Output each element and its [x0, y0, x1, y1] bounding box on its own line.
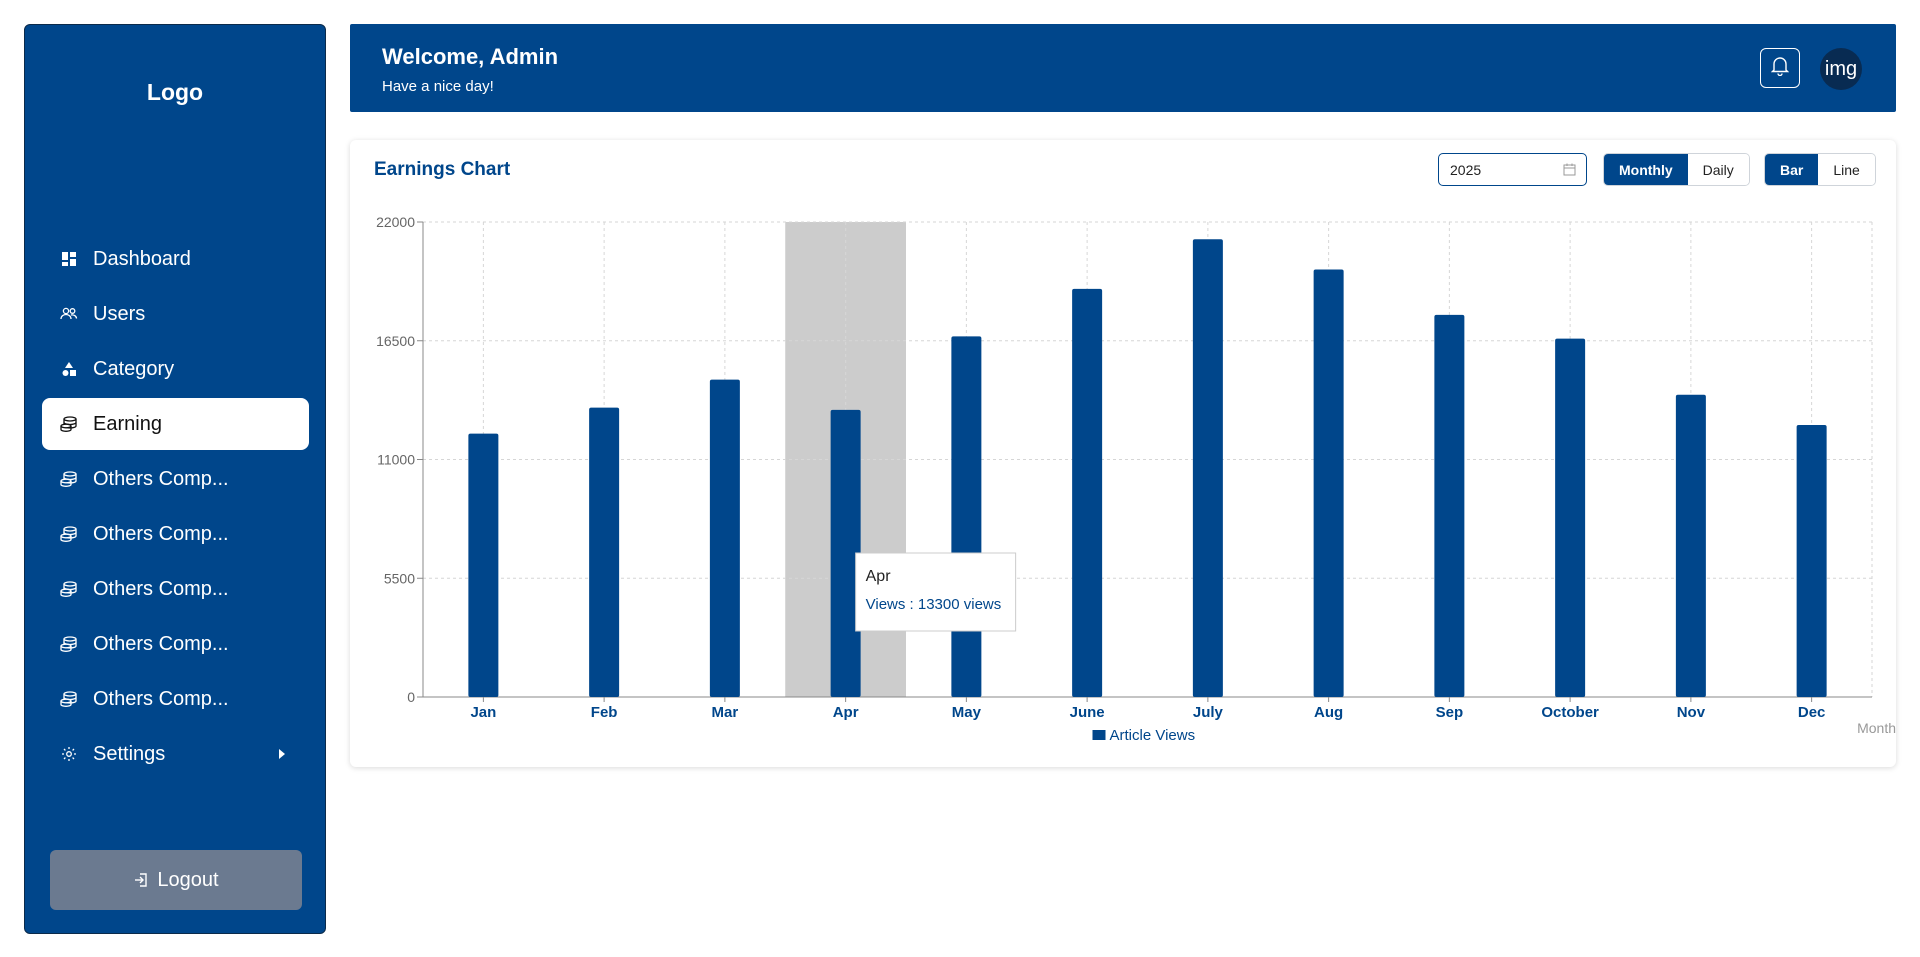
year-value: 2025: [1450, 161, 1482, 178]
avatar[interactable]: img: [1820, 48, 1862, 90]
chart-type-bar-button[interactable]: Bar: [1765, 154, 1819, 185]
tooltip-box: [855, 552, 1017, 632]
sidebar-item-dashboard[interactable]: Dashboard: [42, 233, 309, 285]
users-icon: [59, 304, 79, 324]
sidebar-item-label: Others Comp...: [93, 467, 229, 490]
chart-legend: Article Views: [1092, 727, 1196, 744]
coins-icon: [59, 469, 79, 489]
caret-right-icon: [279, 749, 285, 759]
chart-type-toggle: Bar Line: [1764, 153, 1876, 186]
x-tick-label: Nov: [1677, 704, 1706, 721]
sidebar-nav: Dashboard Users Category Earning Others Comp…: [42, 233, 309, 783]
period-toggle: Monthly Daily: [1603, 153, 1750, 186]
sidebar-item-others-comp-7[interactable]: Others Comp...: [42, 618, 309, 670]
sidebar-item-label: Others Comp...: [93, 522, 229, 545]
sidebar-item-label: Others Comp...: [93, 577, 229, 600]
x-tick-label: May: [952, 704, 982, 721]
y-tick-label: 11000: [377, 452, 415, 468]
sidebar-item-label: Users: [93, 302, 146, 325]
x-tick-label: Feb: [591, 704, 618, 721]
sidebar-item-others-comp-6[interactable]: Others Comp...: [42, 563, 309, 615]
period-daily-button[interactable]: Daily: [1687, 154, 1749, 185]
earnings-card: Earnings Chart 2025 Monthly Daily Bar Li…: [350, 140, 1896, 767]
bar-may: [951, 336, 982, 697]
chart-tooltip: Apr Views : 13300 views: [855, 552, 1017, 632]
bar-october: [1555, 338, 1586, 697]
sidebar-item-users[interactable]: Users: [42, 288, 309, 340]
sidebar-item-category[interactable]: Category: [42, 343, 309, 395]
legend-label: Article Views: [1110, 727, 1196, 744]
notifications-button[interactable]: [1760, 48, 1800, 88]
sidebar-item-label: Category: [93, 357, 175, 380]
legend-swatch: [1092, 730, 1106, 740]
sidebar-item-label: Settings: [93, 742, 166, 765]
sidebar-item-earning[interactable]: Earning: [42, 398, 309, 450]
year-picker[interactable]: 2025: [1438, 153, 1587, 186]
bar-sep: [1434, 314, 1465, 697]
bar-july: [1192, 239, 1223, 697]
coins-icon: [59, 579, 79, 599]
x-tick-label: Dec: [1798, 704, 1826, 721]
coins-icon: [59, 634, 79, 654]
bell-icon: [1770, 56, 1790, 81]
earnings-bar-chart: 0 5500 11000 16500 22000 Jan Feb Mar Apr May June J…: [376, 214, 1896, 744]
x-tick-label: June: [1070, 704, 1105, 721]
bar-nov: [1675, 394, 1706, 697]
sidebar-item-label: Dashboard: [93, 247, 191, 270]
x-tick-label: Apr: [833, 704, 859, 721]
chart-title: Earnings Chart: [374, 159, 511, 180]
bar-aug: [1313, 269, 1344, 697]
sidebar: Logo Dashboard Users Category Earning Others…: [24, 24, 326, 934]
sidebar-item-label: Others Comp...: [93, 632, 229, 655]
coins-icon: [59, 414, 79, 434]
y-tick-label: 5500: [384, 570, 415, 586]
coins-icon: [59, 689, 79, 709]
sidebar-item-label: Others Comp...: [93, 687, 229, 710]
x-tick-label: July: [1193, 704, 1224, 721]
top-header: Welcome, Admin Have a nice day! img: [350, 24, 1896, 112]
x-tick-label: Aug: [1314, 704, 1343, 721]
y-tick-label: 0: [407, 689, 415, 705]
category-icon: [59, 359, 79, 379]
calendar-icon: [1563, 163, 1576, 179]
x-tick-label: Jan: [470, 704, 496, 721]
logout-label: Logout: [157, 868, 219, 891]
bar-jan: [468, 433, 499, 697]
sidebar-item-others-comp-5[interactable]: Others Comp...: [42, 508, 309, 560]
y-tick-label: 22000: [376, 214, 415, 230]
sidebar-item-others-comp-4[interactable]: Others Comp...: [42, 453, 309, 505]
x-axis-label: Month: [1857, 720, 1896, 736]
logout-button[interactable]: Logout: [50, 850, 302, 910]
sidebar-item-others-comp-8[interactable]: Others Comp...: [42, 673, 309, 725]
y-tick-label: 16500: [376, 333, 415, 349]
welcome-title: Welcome, Admin: [382, 44, 559, 69]
welcome-subtitle: Have a nice day!: [382, 78, 494, 95]
bar-dec: [1796, 424, 1827, 697]
gear-icon: [59, 744, 79, 764]
dashboard-icon: [59, 249, 79, 269]
period-monthly-button[interactable]: Monthly: [1604, 154, 1688, 185]
bar-feb: [589, 407, 620, 697]
x-tick-label: Sep: [1436, 704, 1464, 721]
coins-icon: [59, 524, 79, 544]
bar-mar: [709, 379, 740, 697]
bar-apr: [830, 409, 861, 697]
tooltip-value: Views : 13300 views: [866, 596, 1002, 613]
bar-june: [1072, 288, 1103, 697]
sidebar-item-label: Earning: [93, 412, 162, 435]
x-tick-label: Mar: [712, 704, 739, 721]
sidebar-item-settings[interactable]: Settings: [42, 728, 309, 780]
logout-icon: [133, 872, 149, 888]
chart-type-line-button[interactable]: Line: [1818, 154, 1875, 185]
x-tick-label: October: [1541, 704, 1599, 721]
app-logo: Logo: [146, 79, 204, 105]
tooltip-title: Apr: [866, 568, 892, 585]
